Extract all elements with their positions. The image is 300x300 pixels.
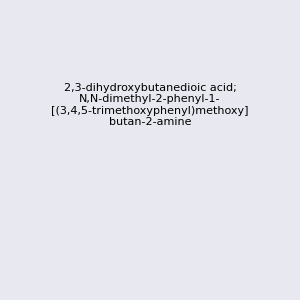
Text: 2,3-dihydroxybutanedioic acid;
N,N-dimethyl-2-phenyl-1-
[(3,4,5-trimethoxyphenyl: 2,3-dihydroxybutanedioic acid; N,N-dimet… (51, 82, 249, 128)
